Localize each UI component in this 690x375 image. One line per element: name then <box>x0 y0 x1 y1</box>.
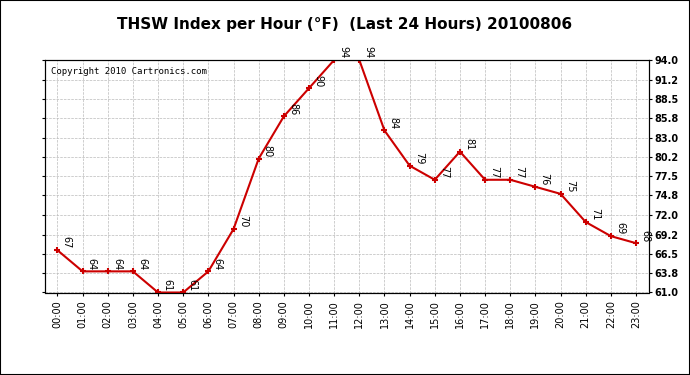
Text: 75: 75 <box>564 180 575 192</box>
Text: 67: 67 <box>61 237 72 249</box>
Text: 64: 64 <box>213 258 223 270</box>
Text: 77: 77 <box>439 166 449 178</box>
Text: 86: 86 <box>288 103 298 115</box>
Text: 77: 77 <box>515 166 524 178</box>
Text: 84: 84 <box>388 117 399 129</box>
Text: 81: 81 <box>464 138 474 150</box>
Text: 79: 79 <box>414 152 424 164</box>
Text: 94: 94 <box>364 46 373 58</box>
Text: THSW Index per Hour (°F)  (Last 24 Hours) 20100806: THSW Index per Hour (°F) (Last 24 Hours)… <box>117 17 573 32</box>
Text: 77: 77 <box>489 166 500 178</box>
Text: 90: 90 <box>313 75 323 87</box>
Text: 64: 64 <box>87 258 97 270</box>
Text: 69: 69 <box>615 222 625 235</box>
Text: 68: 68 <box>640 230 650 242</box>
Text: 70: 70 <box>237 215 248 228</box>
Text: 61: 61 <box>162 279 172 291</box>
Text: 94: 94 <box>338 46 348 58</box>
Text: 61: 61 <box>188 279 197 291</box>
Text: 71: 71 <box>590 208 600 220</box>
Text: 80: 80 <box>263 145 273 157</box>
Text: 64: 64 <box>137 258 147 270</box>
Text: 64: 64 <box>112 258 122 270</box>
Text: 76: 76 <box>540 173 549 185</box>
Text: Copyright 2010 Cartronics.com: Copyright 2010 Cartronics.com <box>51 67 207 76</box>
